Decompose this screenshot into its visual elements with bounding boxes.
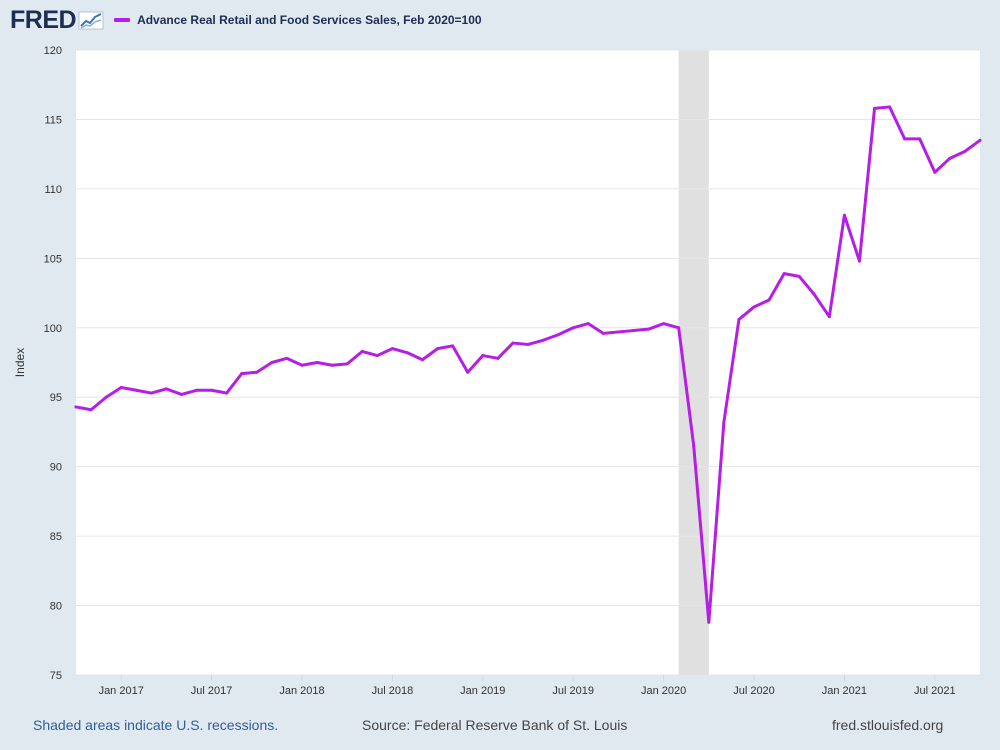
- data-point[interactable]: [797, 274, 801, 278]
- data-point[interactable]: [978, 138, 982, 142]
- data-point[interactable]: [647, 327, 651, 331]
- y-axis-label: Index: [13, 348, 27, 377]
- data-point[interactable]: [89, 408, 93, 412]
- data-point[interactable]: [375, 354, 379, 358]
- x-tick-label: Jan 2017: [99, 685, 144, 697]
- data-point[interactable]: [405, 351, 409, 355]
- data-point[interactable]: [722, 420, 726, 424]
- data-point[interactable]: [104, 395, 108, 399]
- data-point[interactable]: [812, 292, 816, 296]
- y-tick-label: 90: [50, 462, 62, 474]
- y-tick-label: 110: [44, 184, 62, 196]
- data-point[interactable]: [345, 362, 349, 366]
- data-point[interactable]: [360, 349, 364, 353]
- legend-swatch: [114, 18, 131, 22]
- recession-note-link[interactable]: Shaded areas indicate U.S. recessions.: [33, 717, 279, 733]
- x-tick-label: Jan 2018: [279, 685, 324, 697]
- data-point[interactable]: [390, 347, 394, 351]
- y-tick-label: 105: [44, 253, 62, 265]
- data-point[interactable]: [421, 358, 425, 362]
- data-point[interactable]: [315, 361, 319, 364]
- data-point[interactable]: [451, 344, 455, 348]
- x-tick-label: Jul 2021: [914, 685, 956, 697]
- y-tick-label: 75: [50, 670, 62, 682]
- data-point[interactable]: [662, 322, 666, 326]
- data-point[interactable]: [541, 338, 545, 342]
- data-point[interactable]: [119, 386, 123, 389]
- x-tick-label: Jul 2020: [733, 685, 775, 697]
- line-graph-icon: [78, 11, 104, 30]
- fred-logo[interactable]: FRED: [10, 6, 104, 35]
- data-point[interactable]: [179, 392, 183, 396]
- legend-series-label: Advance Real Retail and Food Services Sa…: [137, 13, 482, 27]
- chart-header: FRED Advance Real Retail and Food Servic…: [10, 6, 482, 34]
- data-point[interactable]: [767, 298, 771, 302]
- data-point[interactable]: [963, 149, 967, 153]
- data-point[interactable]: [737, 317, 741, 321]
- x-tick-label: Jul 2017: [191, 685, 233, 697]
- data-point[interactable]: [285, 356, 289, 360]
- data-point[interactable]: [164, 387, 168, 391]
- y-tick-label: 100: [44, 323, 62, 335]
- data-point[interactable]: [616, 330, 620, 334]
- data-point[interactable]: [481, 354, 485, 358]
- data-point[interactable]: [240, 372, 244, 376]
- x-tick-label: Jan 2020: [641, 685, 686, 697]
- data-point[interactable]: [255, 370, 259, 374]
- data-point[interactable]: [526, 342, 530, 346]
- data-point[interactable]: [888, 105, 892, 109]
- data-point[interactable]: [933, 170, 937, 174]
- data-point[interactable]: [225, 391, 229, 395]
- y-axis-ticks: 75 80 85 90 95 100 105 110 115 120: [44, 45, 62, 682]
- grid-lines: [76, 49, 980, 676]
- data-point[interactable]: [827, 315, 831, 319]
- data-point[interactable]: [270, 361, 274, 364]
- x-tick-label: Jan 2021: [822, 685, 867, 697]
- website-link[interactable]: fred.stlouisfed.org: [832, 717, 944, 733]
- data-point[interactable]: [857, 259, 861, 263]
- fred-logo-text: FRED: [10, 5, 77, 34]
- data-point[interactable]: [300, 363, 304, 367]
- data-point[interactable]: [496, 356, 500, 360]
- data-point[interactable]: [873, 106, 877, 110]
- data-point[interactable]: [556, 333, 560, 337]
- y-tick-label: 95: [50, 392, 62, 404]
- y-tick-label: 115: [44, 114, 62, 126]
- x-tick-label: Jul 2018: [372, 685, 414, 697]
- data-point[interactable]: [782, 272, 786, 276]
- y-tick-label: 80: [50, 601, 62, 613]
- data-point[interactable]: [511, 341, 515, 345]
- data-point[interactable]: [195, 388, 199, 392]
- data-point[interactable]: [466, 370, 470, 374]
- data-point[interactable]: [948, 156, 952, 160]
- plot-area: [76, 50, 980, 675]
- series-layer: [74, 105, 982, 624]
- x-tick-label: Jul 2019: [552, 685, 594, 697]
- data-point[interactable]: [677, 326, 681, 330]
- data-point[interactable]: [842, 213, 846, 217]
- y-tick-label: 120: [44, 45, 62, 57]
- source-note: Source: Federal Reserve Bank of St. Loui…: [362, 717, 628, 733]
- legend: Advance Real Retail and Food Services Sa…: [114, 13, 482, 27]
- data-point[interactable]: [586, 322, 590, 326]
- data-point[interactable]: [74, 405, 78, 409]
- data-point[interactable]: [330, 363, 334, 367]
- data-point[interactable]: [918, 137, 922, 141]
- data-point[interactable]: [707, 620, 711, 624]
- data-point[interactable]: [631, 329, 635, 333]
- x-axis-ticks: Jan 2017 Jul 2017 Jan 2018 Jul 2018 Jan 2019…: [99, 675, 956, 697]
- y-tick-label: 85: [50, 531, 62, 543]
- data-point[interactable]: [692, 444, 696, 448]
- data-point[interactable]: [571, 326, 575, 330]
- data-point[interactable]: [134, 388, 138, 392]
- data-point[interactable]: [752, 305, 756, 309]
- data-point[interactable]: [436, 347, 440, 351]
- x-tick-label: Jan 2019: [460, 685, 505, 697]
- data-point[interactable]: [210, 388, 214, 392]
- data-point[interactable]: [149, 391, 153, 395]
- data-point[interactable]: [903, 137, 907, 141]
- data-point[interactable]: [601, 331, 605, 335]
